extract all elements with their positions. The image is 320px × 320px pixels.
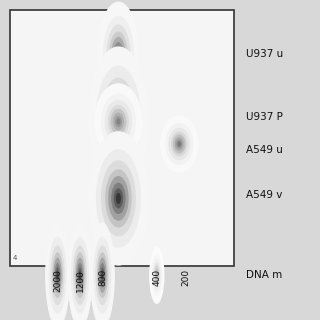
Ellipse shape: [73, 245, 87, 305]
Text: 200: 200: [181, 269, 190, 286]
Ellipse shape: [105, 169, 132, 228]
Ellipse shape: [52, 252, 63, 298]
Ellipse shape: [101, 78, 136, 159]
Text: 400: 400: [152, 269, 161, 286]
Ellipse shape: [155, 268, 159, 282]
Ellipse shape: [93, 236, 112, 314]
Ellipse shape: [154, 266, 159, 285]
Ellipse shape: [75, 252, 85, 298]
Ellipse shape: [111, 101, 125, 135]
Ellipse shape: [101, 160, 136, 236]
Ellipse shape: [108, 94, 129, 142]
Text: 1200: 1200: [76, 269, 84, 292]
Ellipse shape: [71, 236, 89, 314]
Ellipse shape: [114, 188, 123, 209]
Ellipse shape: [90, 222, 115, 320]
Text: U937 u: U937 u: [246, 49, 284, 60]
Text: 2000: 2000: [53, 269, 62, 292]
Ellipse shape: [111, 37, 125, 72]
Ellipse shape: [76, 258, 84, 293]
Ellipse shape: [110, 109, 126, 134]
Ellipse shape: [98, 258, 107, 293]
Ellipse shape: [115, 116, 122, 127]
Ellipse shape: [116, 118, 120, 125]
Ellipse shape: [154, 263, 160, 288]
Ellipse shape: [97, 252, 108, 298]
Ellipse shape: [97, 2, 140, 107]
Ellipse shape: [101, 271, 103, 280]
Ellipse shape: [105, 100, 132, 143]
Text: 4: 4: [13, 255, 17, 260]
Ellipse shape: [53, 258, 62, 293]
Ellipse shape: [156, 271, 158, 280]
Ellipse shape: [105, 87, 132, 150]
Ellipse shape: [68, 222, 92, 320]
Ellipse shape: [116, 112, 121, 124]
Ellipse shape: [111, 183, 125, 214]
Ellipse shape: [79, 271, 81, 280]
Ellipse shape: [96, 66, 141, 171]
Ellipse shape: [55, 263, 60, 287]
Ellipse shape: [108, 105, 129, 138]
Text: 800: 800: [98, 269, 107, 286]
Text: U937 P: U937 P: [246, 112, 283, 122]
Ellipse shape: [114, 108, 123, 129]
Ellipse shape: [178, 141, 181, 147]
Ellipse shape: [116, 193, 121, 204]
Ellipse shape: [48, 236, 67, 314]
Ellipse shape: [45, 222, 70, 320]
Ellipse shape: [160, 115, 198, 173]
Ellipse shape: [56, 267, 60, 283]
Ellipse shape: [94, 83, 142, 160]
Ellipse shape: [100, 263, 105, 287]
Ellipse shape: [88, 131, 149, 266]
Ellipse shape: [173, 134, 186, 154]
Ellipse shape: [115, 46, 122, 62]
Ellipse shape: [78, 267, 82, 283]
Ellipse shape: [100, 267, 104, 283]
Ellipse shape: [88, 46, 149, 190]
Ellipse shape: [156, 273, 157, 277]
Ellipse shape: [95, 245, 109, 305]
Ellipse shape: [114, 42, 123, 67]
Ellipse shape: [175, 137, 184, 151]
Bar: [10, 10, 234, 266]
Ellipse shape: [117, 50, 120, 59]
Text: A549 u: A549 u: [246, 145, 283, 156]
Ellipse shape: [171, 132, 188, 156]
Ellipse shape: [109, 31, 128, 77]
Ellipse shape: [168, 128, 190, 160]
Ellipse shape: [152, 259, 161, 292]
Ellipse shape: [151, 254, 163, 296]
Ellipse shape: [107, 25, 130, 84]
Ellipse shape: [108, 176, 129, 221]
Ellipse shape: [96, 149, 141, 248]
Ellipse shape: [165, 123, 193, 165]
Ellipse shape: [77, 263, 83, 287]
Ellipse shape: [51, 245, 65, 305]
Ellipse shape: [113, 113, 124, 131]
Ellipse shape: [101, 93, 136, 150]
Ellipse shape: [176, 140, 182, 148]
Text: DNA m: DNA m: [246, 270, 283, 280]
Ellipse shape: [103, 16, 134, 93]
Ellipse shape: [57, 271, 59, 280]
Text: A549 v: A549 v: [246, 190, 283, 200]
Ellipse shape: [149, 246, 164, 304]
